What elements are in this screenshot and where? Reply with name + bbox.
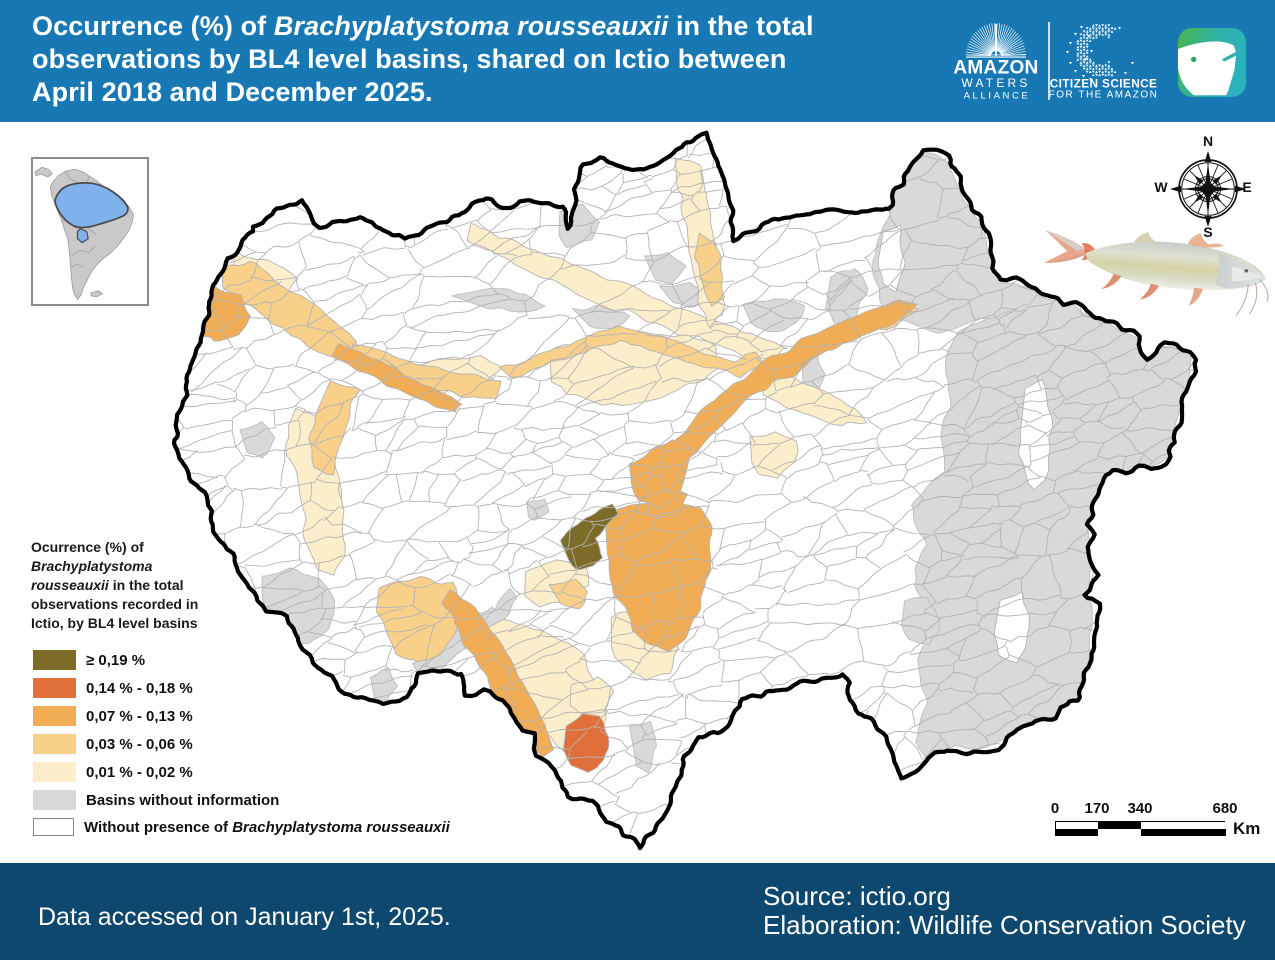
- svg-text:WATERS: WATERS: [961, 76, 1030, 90]
- svg-text:CITIZEN SCIENCE: CITIZEN SCIENCE: [1050, 77, 1157, 91]
- svg-text:ALLIANCE: ALLIANCE: [964, 91, 1031, 102]
- svg-text:FOR THE AMAZON: FOR THE AMAZON: [1050, 90, 1158, 101]
- svg-text:AMAZON: AMAZON: [953, 58, 1038, 79]
